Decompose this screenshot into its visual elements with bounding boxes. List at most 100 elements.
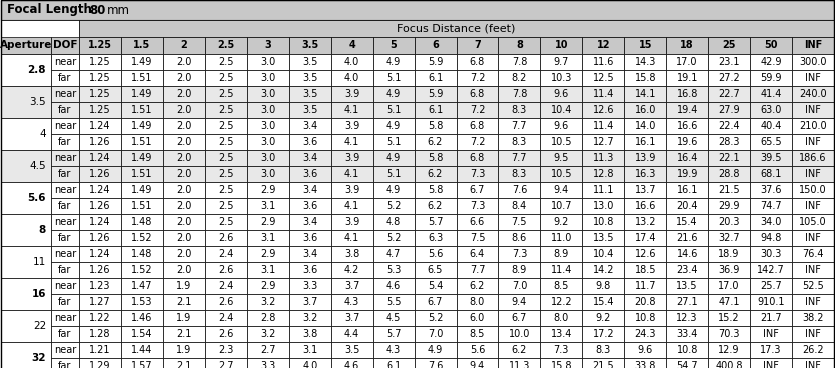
Text: 11.4: 11.4 [550,265,572,275]
Bar [582,214,625,230]
Text: 14.1: 14.1 [635,89,656,99]
Text: 16.6: 16.6 [635,201,656,211]
Bar [331,342,372,358]
Bar [121,310,163,326]
Text: 23.4: 23.4 [676,265,698,275]
Text: 3.1: 3.1 [261,233,276,243]
Bar [372,310,414,326]
Text: 3.4: 3.4 [302,153,317,163]
Text: near: near [54,249,76,259]
Text: 7.2: 7.2 [470,73,485,83]
Text: 3.4: 3.4 [302,185,317,195]
Text: 2.1: 2.1 [176,297,191,307]
Bar [708,102,750,118]
Text: 8.0: 8.0 [554,313,569,323]
Text: 1.49: 1.49 [131,89,153,99]
Text: 2.9: 2.9 [260,217,276,227]
Bar [372,37,414,54]
Text: 1.25: 1.25 [89,73,111,83]
Bar [121,278,163,294]
Bar [163,294,205,310]
Bar [247,310,289,326]
Text: 29.9: 29.9 [718,201,740,211]
Text: 2.0: 2.0 [176,217,191,227]
Text: 3.0: 3.0 [261,169,276,179]
Bar [79,262,121,278]
Text: 50: 50 [764,40,778,50]
Text: 210.0: 210.0 [799,121,827,131]
Bar [708,134,750,150]
Text: 14.0: 14.0 [635,121,656,131]
Text: far: far [58,329,72,339]
Text: 1.9: 1.9 [176,281,191,291]
Text: 17.3: 17.3 [761,345,782,355]
Bar [163,54,205,70]
Text: 13.4: 13.4 [550,329,572,339]
Bar [625,246,666,262]
Text: 11.0: 11.0 [550,233,572,243]
Bar [625,150,666,166]
Bar [498,166,540,182]
Bar [666,182,708,198]
Text: 33.8: 33.8 [635,361,656,368]
Bar [414,54,457,70]
Text: near: near [54,185,76,195]
Bar [540,70,582,86]
Text: 6.7: 6.7 [428,297,443,307]
Bar [372,246,414,262]
Text: 8.2: 8.2 [512,73,527,83]
Text: 13.2: 13.2 [635,217,656,227]
Bar [163,246,205,262]
Bar [792,166,834,182]
Bar [414,246,457,262]
Text: 17.2: 17.2 [593,329,614,339]
Text: 74.7: 74.7 [761,201,782,211]
Bar [163,182,205,198]
Text: 4.0: 4.0 [344,57,359,67]
Text: 910.1: 910.1 [757,297,785,307]
Text: 1.51: 1.51 [131,201,153,211]
Bar [750,54,792,70]
Text: 15.2: 15.2 [718,313,740,323]
Bar [498,342,540,358]
Bar [79,198,121,214]
Text: 3.3: 3.3 [302,281,317,291]
Bar [79,70,121,86]
Text: 6.8: 6.8 [470,121,485,131]
Bar [625,230,666,246]
Text: 2.5: 2.5 [218,169,234,179]
Bar [708,262,750,278]
Text: far: far [58,265,72,275]
Bar [750,150,792,166]
Text: 4.6: 4.6 [386,281,401,291]
Bar [205,86,247,102]
Bar [582,118,625,134]
Bar [79,230,121,246]
Bar [708,326,750,342]
Bar [247,214,289,230]
Text: 21.5: 21.5 [718,185,740,195]
Bar [666,198,708,214]
Text: 20.8: 20.8 [635,297,656,307]
Text: 24.3: 24.3 [635,329,656,339]
Text: 10.8: 10.8 [593,217,614,227]
Bar [750,182,792,198]
Bar [331,86,372,102]
Text: near: near [54,89,76,99]
Text: near: near [54,121,76,131]
Text: 1.9: 1.9 [176,345,191,355]
Text: 28.3: 28.3 [718,137,740,147]
Bar [750,310,792,326]
Text: 3.5: 3.5 [302,105,317,115]
Text: 8.5: 8.5 [554,281,569,291]
Bar [582,150,625,166]
Bar [51,230,79,246]
Bar [708,358,750,368]
Text: 1.24: 1.24 [89,217,111,227]
Bar [625,166,666,182]
Text: 2: 2 [180,40,187,50]
Bar [121,70,163,86]
Bar [540,310,582,326]
Bar [457,326,498,342]
Bar [331,37,372,54]
